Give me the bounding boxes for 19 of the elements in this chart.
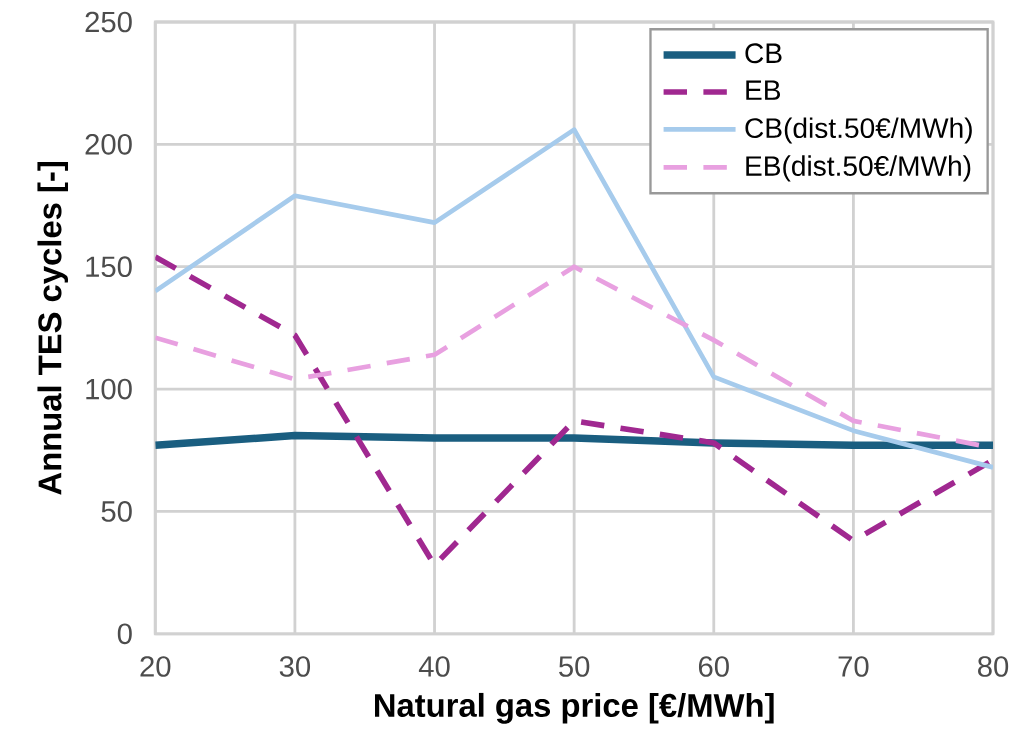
y-tick-label: 250 (85, 11, 132, 33)
legend-label: CB (745, 43, 782, 64)
x-tick-label: 20 (140, 656, 171, 677)
legend-label: EB(dist.50€/MWh) (746, 155, 971, 182)
x-tick-label: 70 (838, 656, 869, 677)
x-tick-label: 30 (279, 656, 311, 677)
x-tick-label: 40 (418, 656, 450, 677)
legend-label: EB (746, 80, 781, 100)
legend-label: CB(dist.50€/MWh) (745, 117, 972, 144)
x-tick-label: 50 (559, 656, 590, 677)
y-tick-label: 50 (101, 501, 132, 522)
y-tick-label: 100 (86, 378, 132, 400)
y-axis-title: Annual TES cycles [-] (37, 162, 69, 495)
x-tick-label: 60 (698, 656, 729, 677)
y-tick-label: 0 (117, 623, 132, 645)
x-tick-label: 80 (978, 656, 1009, 677)
x-axis-title: Natural gas price [€/MWh] (375, 692, 774, 724)
y-tick-label: 200 (85, 133, 132, 155)
y-tick-label: 150 (86, 256, 132, 278)
